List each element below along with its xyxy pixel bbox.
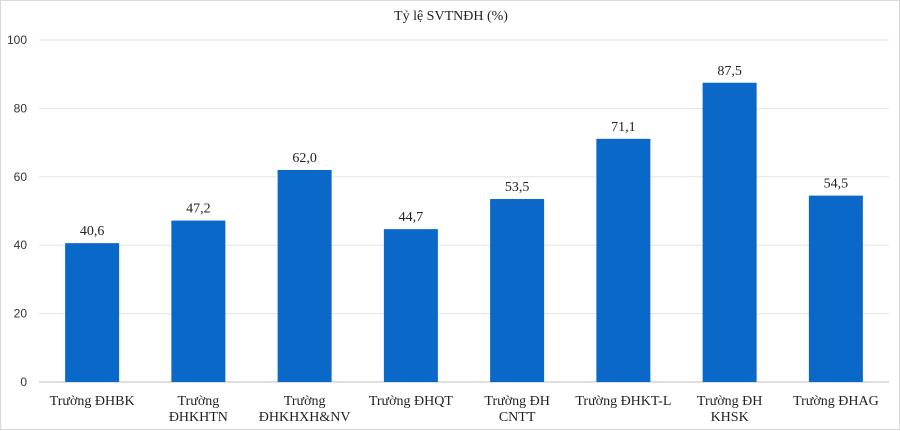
bar (702, 82, 757, 382)
data-label: 53,5 (505, 180, 530, 195)
x-tick-label-line: Trường (284, 394, 326, 409)
x-tick-label-line: CNTT (499, 410, 536, 425)
x-tick-label-line: Trường ĐHAG (793, 394, 879, 409)
x-tick-label-line: Trường (178, 394, 220, 409)
x-tick-label-line: ĐHKHXH&NV (259, 410, 351, 425)
bar (490, 199, 545, 382)
y-tick-label: 40 (14, 238, 28, 252)
gridlines (39, 39, 889, 383)
y-tick-label: 80 (14, 101, 28, 115)
data-label: 44,7 (399, 210, 424, 225)
y-tick-label: 100 (7, 33, 27, 47)
chart-title: Tỷ lệ SVTNĐH (%) (394, 9, 508, 24)
y-tick-label: 60 (14, 170, 28, 184)
x-axis-labels: Trường ĐHBK TrườngĐHKHTNTrườngĐHKHXH&NVTr… (50, 394, 879, 425)
data-label: 71,1 (611, 120, 636, 135)
x-tick-label: Trường ĐHQT (369, 394, 454, 409)
y-axis-ticks: 0 20 40 60 80 100 (7, 33, 27, 389)
x-tick-label: Trường ĐHAG (793, 394, 879, 409)
bar (171, 220, 226, 382)
bars (65, 82, 863, 382)
bar (383, 229, 438, 382)
y-tick-label: 0 (20, 375, 27, 389)
y-tick-label: 20 (14, 307, 28, 321)
bar (65, 243, 120, 382)
data-label: 62,0 (292, 151, 317, 166)
x-tick-label-line: Trường ĐHKT-L (575, 394, 671, 409)
x-tick-label-line: Trường ĐHQT (369, 394, 454, 409)
x-tick-label-line: Trường ĐH (484, 394, 549, 409)
x-tick-label-line: KHSK (711, 410, 749, 425)
x-tick-label-line: ĐHKHTN (169, 410, 228, 425)
x-tick-label-line: Trường ĐHBK (50, 394, 135, 409)
data-label: 54,5 (824, 177, 849, 192)
bar (808, 195, 863, 382)
x-tick-label: Trường ĐHKT-L (575, 394, 671, 409)
bar (596, 138, 651, 382)
x-tick-label: Trường ĐHBK (50, 394, 135, 409)
data-label: 47,2 (186, 202, 211, 217)
data-label: 87,5 (717, 64, 742, 79)
data-labels: 40,6 47,2 62,0 44,7 53,5 71,1 87,5 54,5 (80, 64, 848, 239)
x-tick-label-line: Trường ĐH (697, 394, 762, 409)
bar (277, 169, 332, 382)
data-label: 40,6 (80, 224, 105, 239)
